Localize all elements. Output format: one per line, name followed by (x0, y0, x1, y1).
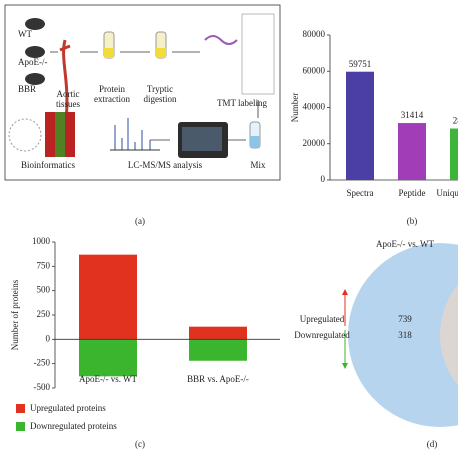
legend-label: Upregulated proteins (30, 403, 106, 413)
panel-label: (a) (135, 216, 145, 226)
y-tick-label: 0 (321, 174, 326, 184)
y-tick-label: 20000 (303, 138, 326, 148)
bar (79, 254, 137, 340)
value-label: 59751 (349, 59, 372, 69)
panel-label: (d) (427, 439, 438, 449)
x-tick-label: Peptide (399, 188, 426, 198)
bar (189, 339, 247, 361)
y-tick-label: 250 (37, 309, 51, 319)
legend-swatch (16, 422, 25, 431)
legend-label: Downregulated proteins (30, 421, 117, 431)
venn-title: ApoE-/- vs. WT (376, 239, 435, 249)
bar (450, 128, 458, 180)
panel-label: (b) (407, 216, 418, 226)
network (8, 118, 42, 152)
up-arrowhead (342, 289, 348, 295)
x-tick-label: ApoE-/- vs. WT (79, 374, 138, 384)
y-axis-label: Number of proteins (10, 279, 20, 350)
tmt-tags (241, 13, 275, 95)
y-tick-label: 500 (37, 285, 51, 295)
group-label: WT (18, 29, 32, 39)
step-label: Mix (250, 160, 266, 170)
y-tick-label: 60000 (303, 65, 326, 75)
peptides-icon (204, 35, 238, 45)
ms-screen (182, 127, 222, 151)
y-tick-label: 40000 (303, 102, 326, 112)
step-label: Protein extraction (94, 84, 130, 104)
down-arrowhead (342, 363, 348, 369)
y-tick-label: 80000 (303, 29, 326, 39)
bar (189, 326, 247, 340)
group-label: BBR (18, 84, 36, 94)
panel-a-frame (4, 4, 281, 181)
value-label: 31414 (401, 110, 424, 120)
step-label: Aortic tissues (56, 89, 81, 109)
aorta-icon (59, 39, 71, 121)
y-tick-label: 750 (37, 260, 51, 270)
down-label: Downregulated (294, 330, 350, 340)
tubes (103, 31, 261, 149)
y-tick-label: -500 (34, 382, 51, 392)
panel-label: (c) (135, 439, 145, 449)
up-label: Upregulated (300, 314, 345, 324)
mice (25, 18, 45, 85)
step-label: TMT labeling (217, 98, 268, 108)
spectrum (110, 118, 160, 151)
value-label: 28400 (453, 116, 458, 126)
up-count: 739 (398, 314, 412, 324)
y-tick-label: 1000 (32, 236, 51, 246)
group-label: ApoE-/- (18, 57, 48, 67)
x-tick-label: Unique peptide (436, 188, 458, 198)
x-tick-label: BBR vs. ApoE-/- (187, 374, 249, 384)
y-tick-label: -250 (34, 358, 51, 368)
bar (398, 123, 426, 180)
step-label: LC-MS/MS analysis (128, 160, 203, 170)
arrows (50, 51, 259, 141)
bar (79, 339, 137, 377)
y-tick-label: 0 (46, 333, 51, 343)
venn-left (348, 243, 458, 427)
x-tick-label: Spectra (347, 188, 374, 198)
down-count: 318 (398, 330, 412, 340)
venn-right (440, 284, 458, 386)
step-label: Tryptic digestion (144, 84, 177, 104)
heatmap-stripe (55, 112, 65, 157)
legend-swatch (16, 404, 25, 413)
step-label: Bioinformatics (21, 160, 75, 170)
bar (346, 71, 374, 180)
y-axis-label: Number (290, 93, 300, 123)
